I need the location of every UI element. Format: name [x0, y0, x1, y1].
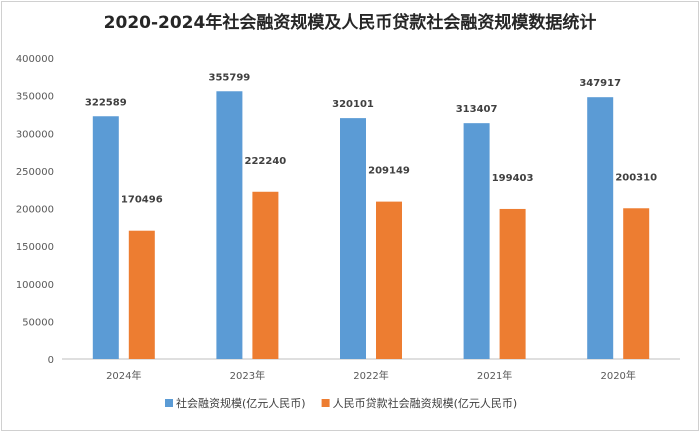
data-label: 199403: [492, 173, 534, 184]
bar-social-financing: [340, 118, 366, 360]
bar-social-financing: [216, 91, 243, 359]
data-label: 222240: [245, 156, 287, 167]
bar-rmb-loans: [623, 208, 650, 359]
y-tick-label: 150000: [16, 242, 54, 253]
bar-rmb-loans: [128, 230, 155, 359]
x-tick-label: 2024年: [106, 369, 141, 382]
bar-social-financing: [587, 97, 614, 360]
y-tick-label: 100000: [16, 280, 54, 291]
bar-rmb-loans: [376, 201, 402, 359]
y-tick-label: 250000: [16, 167, 54, 178]
bar-social-financing: [463, 123, 490, 360]
legend-label: 社会融资规模(亿元人民币): [176, 396, 306, 410]
data-label: 313407: [456, 104, 498, 115]
data-label: 200310: [615, 172, 657, 183]
legend-swatch: [321, 399, 330, 407]
data-label: 347917: [579, 78, 621, 89]
x-tick-label: 2023年: [230, 369, 265, 382]
legend-label: 人民币贷款社会融资规模(亿元人民币): [333, 396, 518, 410]
legend: 社会融资规模(亿元人民币) 人民币贷款社会融资规模(亿元人民币): [165, 396, 517, 410]
data-label: 209149: [368, 166, 410, 177]
y-tick-label: 50000: [22, 317, 54, 328]
data-label: 320101: [332, 99, 374, 110]
legend-swatch: [165, 399, 173, 407]
y-tick-label: 0: [48, 355, 54, 366]
data-label: 355799: [209, 72, 251, 83]
chart-title: 2020-2024年社会融资规模及人民币贷款社会融资规模数据统计: [103, 13, 597, 33]
bar-social-financing: [92, 116, 119, 360]
y-tick-label: 350000: [16, 92, 54, 103]
bars: 322589 170496 355799 222240 320101 209149 3134…: [85, 72, 657, 360]
x-tick-label: 2021年: [477, 369, 512, 382]
y-tick-label: 300000: [16, 129, 54, 140]
data-label: 170496: [121, 195, 163, 206]
y-tick-label: 200000: [16, 205, 54, 216]
x-tick-label: 2020年: [600, 369, 635, 382]
bar-rmb-loans: [499, 208, 526, 359]
x-tick-label: 2022年: [353, 369, 388, 382]
bar-rmb-loans: [252, 191, 279, 359]
data-label: 322589: [85, 97, 127, 108]
x-axis-labels: 2024年 2023年 2022年 2021年 2020年: [106, 369, 636, 382]
y-axis-ticks: 0 50000 100000 150000 200000 250000 300000 3500…: [16, 54, 54, 366]
y-tick-label: 400000: [16, 54, 54, 65]
